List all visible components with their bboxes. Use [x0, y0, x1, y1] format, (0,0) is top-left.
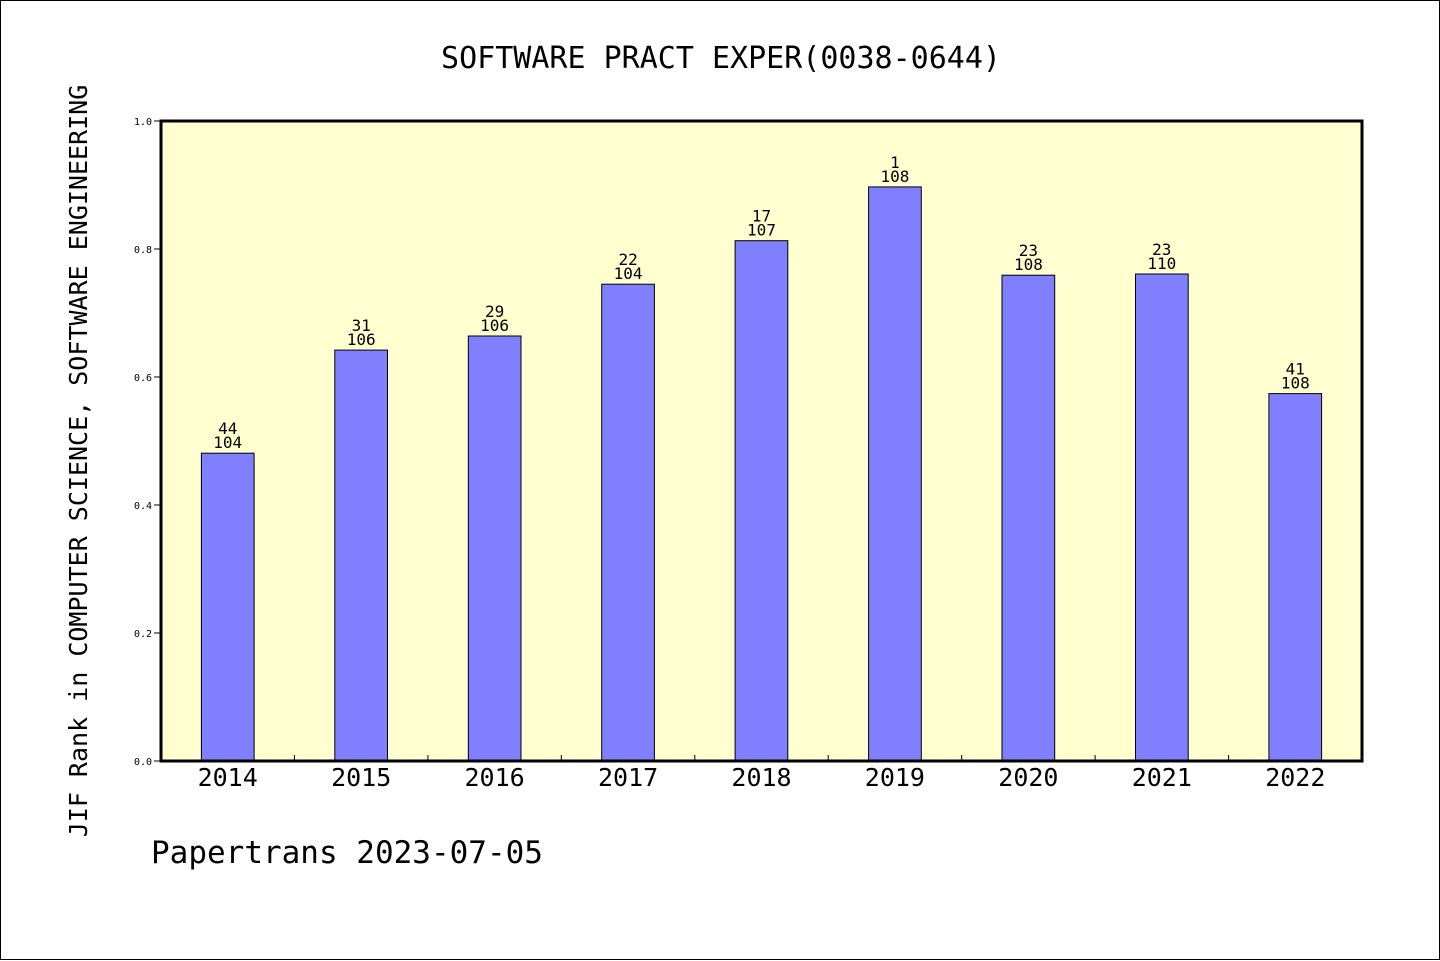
bar-rank-label-2014: 44 [218, 419, 237, 438]
footer-text: Papertrans 2023-07-05 [151, 835, 543, 871]
chart-title: SOFTWARE PRACT EXPER(0038-0644) [441, 41, 1001, 76]
y-tick-label: 0.8 [134, 245, 152, 256]
bar-total-label-2014: 104 [213, 433, 242, 452]
y-axis: 0.0 0.2 0.4 0.6 0.8 1.0 [134, 117, 161, 768]
bar-rank-label-2022: 41 [1286, 360, 1305, 379]
bar-2021 [1135, 273, 1189, 762]
bar-2016 [467, 335, 522, 762]
bar-rank-label-2016: 29 [485, 302, 504, 321]
y-tick-label: 0.4 [134, 501, 152, 512]
y-tick-label: 1.0 [134, 117, 152, 128]
x-tick-label-2022: 2022 [1265, 763, 1325, 792]
bar-rank-label-2020: 23 [1019, 241, 1038, 260]
bar-total-label-2020: 108 [1014, 255, 1043, 274]
y-tick-label: 0.0 [134, 757, 152, 768]
bar-2015 [334, 349, 388, 762]
bar-2020 [1001, 274, 1056, 762]
bar-total-label-2018: 107 [747, 221, 776, 240]
bar-2018 [734, 240, 789, 762]
bar-total-label-2015: 106 [347, 330, 376, 349]
x-tick-label-2015: 2015 [331, 763, 391, 792]
bar-2017 [601, 283, 655, 762]
bar-total-label-2019: 108 [880, 167, 909, 186]
bar-total-label-2017: 104 [614, 264, 643, 283]
x-tick-label-2018: 2018 [731, 763, 791, 792]
bar-2022 [1268, 393, 1323, 762]
bar-rank-label-2018: 17 [752, 207, 771, 226]
y-tick-label: 0.2 [134, 629, 152, 640]
bar-rank-label-2017: 22 [618, 250, 637, 269]
bar-total-label-2022: 108 [1281, 374, 1310, 393]
bar-total-label-2021: 110 [1147, 254, 1176, 273]
x-tick-label-2017: 2017 [598, 763, 658, 792]
x-axis: 2014 2015 2016 2017 2018 2019 2020 2021 2022 [198, 755, 1325, 792]
x-tick-label-2020: 2020 [998, 763, 1058, 792]
bar-rank-label-2021: 23 [1152, 240, 1171, 259]
bar-total-label-2016: 106 [480, 316, 509, 335]
bar-rank-label-2015: 31 [352, 316, 371, 335]
bars: 4410431106291062210417107110823108231104… [200, 153, 1323, 762]
bar-rank-label-2019: 1 [890, 153, 900, 172]
x-tick-label-2019: 2019 [865, 763, 925, 792]
bar-2019 [868, 186, 922, 762]
y-tick-label: 0.6 [134, 373, 152, 384]
x-tick-label-2016: 2016 [464, 763, 524, 792]
x-tick-label-2021: 2021 [1132, 763, 1192, 792]
y-axis-label: JIF Rank in COMPUTER SCIENCE, SOFTWARE E… [64, 85, 93, 838]
plot-border [159, 119, 1364, 763]
bar-2014 [200, 452, 255, 762]
x-tick-label-2014: 2014 [198, 763, 258, 792]
